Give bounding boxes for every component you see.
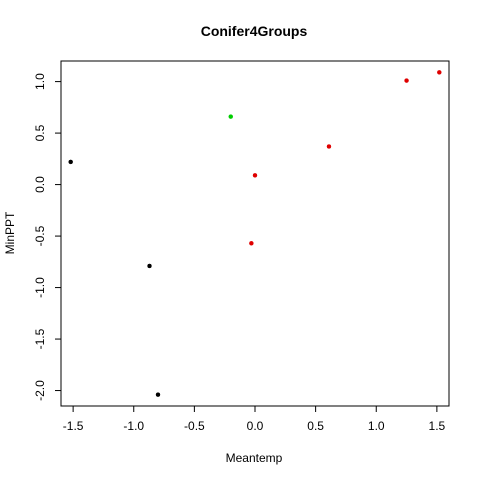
- x-tick-label: 1.0: [368, 419, 385, 433]
- x-tick-label: 0.0: [247, 419, 264, 433]
- x-tick-label: -1.5: [63, 419, 84, 433]
- data-points: [68, 70, 442, 397]
- data-point: [147, 263, 152, 269]
- y-tick-label: 0.5: [33, 124, 47, 141]
- x-axis: -1.5 -1.0 -0.5 0.0 0.5 1.0 1.5: [63, 405, 446, 433]
- y-tick-label: 1.0: [33, 73, 47, 90]
- x-tick-label: -1.0: [123, 419, 144, 433]
- x-tick-label: 0.5: [307, 419, 324, 433]
- data-point: [252, 173, 258, 178]
- data-point: [68, 159, 73, 165]
- y-tick-label: -1.5: [33, 328, 47, 349]
- x-tick-label: 1.5: [429, 419, 446, 433]
- y-tick-label: -1.0: [33, 277, 47, 298]
- data-point: [155, 392, 161, 397]
- x-tick-label: -0.5: [184, 419, 205, 433]
- data-point: [228, 114, 233, 119]
- data-point: [249, 241, 254, 246]
- y-axis-label: MinPPT: [3, 211, 17, 254]
- data-point: [404, 78, 409, 83]
- data-point: [437, 70, 442, 75]
- chart-title: Conifer4Groups: [201, 23, 308, 39]
- y-tick-label: -2.0: [33, 380, 47, 401]
- data-point: [326, 144, 332, 149]
- y-axis: -2.0 -1.5 -1.0 -0.5 0.0 0.5 1.0: [33, 73, 62, 401]
- y-tick-label: -0.5: [33, 225, 47, 246]
- y-tick-label: 0.0: [33, 176, 47, 193]
- x-axis-label: Meantemp: [226, 451, 283, 465]
